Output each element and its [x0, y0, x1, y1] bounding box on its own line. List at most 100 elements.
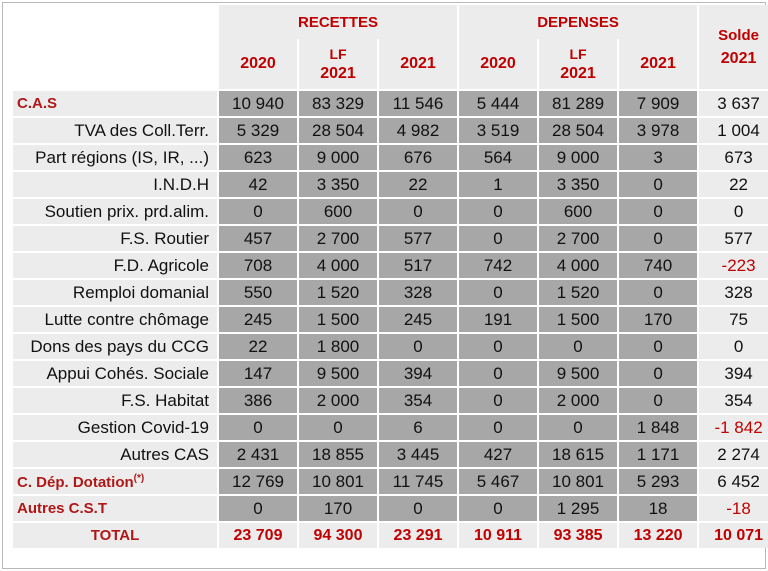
value-cell: 0 [617, 332, 699, 360]
solde-cell: 10 071 [697, 521, 768, 548]
value-cell: 81 289 [537, 89, 619, 117]
table-row: Gestion Covid-19 0 0 6 0 0 1 848 -1 842 [13, 413, 768, 441]
value-cell: 564 [457, 143, 539, 171]
value-cell: 5 467 [457, 467, 539, 495]
value-cell: 517 [376, 251, 459, 279]
value-cell: 83 329 [297, 89, 378, 117]
value-cell: 742 [457, 251, 539, 279]
solde-cell: 0 [697, 332, 768, 360]
value-cell: 0 [457, 413, 539, 441]
row-label-text: C.A.S [17, 95, 58, 112]
value-cell: 1 520 [297, 278, 378, 306]
table-row: TVA des Coll.Terr. 5 329 28 504 4 982 3 519 2… [13, 116, 768, 144]
table-row: Lutte contre chômage 245 1 500 245 191 1 500 1… [13, 305, 768, 333]
solde-cell: 6 452 [697, 467, 768, 495]
value-cell: 4 000 [537, 251, 619, 279]
value-cell: 245 [217, 305, 298, 333]
value-cell: 2 000 [297, 386, 378, 414]
table-row: C. Dép. Dotation(*) 12 769 10 801 11 745 5 4… [13, 467, 768, 495]
value-cell: 1 171 [617, 440, 699, 468]
value-cell: 354 [376, 386, 459, 414]
lf-year: 2021 [320, 64, 356, 82]
value-cell: 0 [617, 278, 699, 306]
solde-cell: 328 [697, 278, 768, 306]
table-row: Appui Cohés. Sociale 147 9 500 394 0 9 500 0 39… [13, 359, 768, 387]
table-row: Remploi domanial 550 1 520 328 0 1 520 0 328 [13, 278, 768, 306]
value-cell: 0 [457, 494, 539, 522]
depenses-header: DEPENSES [457, 5, 699, 39]
value-cell: 0 [457, 224, 539, 252]
header-row-years: 2020 LF 2021 2021 2020 LF 2021 2021 [13, 39, 768, 90]
value-cell: 3 [617, 143, 699, 171]
solde-cell: 354 [697, 386, 768, 414]
lf-year: 2021 [560, 64, 596, 82]
solde-cell: -18 [697, 494, 768, 522]
budget-table: RECETTES DEPENSES Solde 2021 2020 LF 202… [13, 5, 768, 548]
value-cell: 0 [217, 494, 298, 522]
value-cell: 328 [376, 278, 459, 306]
table-row: I.N.D.H 42 3 350 22 1 3 350 0 22 [13, 170, 768, 198]
value-cell: 3 350 [537, 170, 619, 198]
value-cell: 1 500 [537, 305, 619, 333]
value-cell: 394 [376, 359, 459, 387]
row-label: F.S. Routier [13, 224, 218, 252]
row-label: Dons des pays du CCG [13, 332, 218, 360]
value-cell: 18 855 [297, 440, 378, 468]
row-label-text: Lutte contre chômage [44, 309, 209, 329]
value-cell: 12 769 [217, 467, 298, 495]
year-header: 2020 [457, 39, 539, 90]
value-cell: 10 940 [217, 89, 298, 117]
year-header: 2021 [376, 39, 459, 90]
value-cell: 0 [217, 413, 298, 441]
value-cell: 7 909 [617, 89, 699, 117]
row-label: Gestion Covid-19 [13, 413, 218, 441]
value-cell: 2 700 [537, 224, 619, 252]
value-cell: 1 500 [297, 305, 378, 333]
value-cell: 0 [457, 278, 539, 306]
value-cell: 0 [617, 197, 699, 225]
solde-cell: 75 [697, 305, 768, 333]
row-label-text: F.S. Habitat [121, 390, 209, 410]
row-label: TVA des Coll.Terr. [13, 116, 218, 144]
value-cell: 4 982 [376, 116, 459, 144]
header-row-groups: RECETTES DEPENSES Solde 2021 [13, 5, 768, 90]
table-row: Dons des pays du CCG 22 1 800 0 0 0 0 0 [13, 332, 768, 360]
year-header: 2020 [217, 39, 298, 90]
year-header: 2021 [617, 39, 699, 90]
year-header-lf: LF 2021 [537, 39, 619, 90]
row-label-text: TVA des Coll.Terr. [74, 120, 209, 140]
solde-cell: 0 [697, 197, 768, 225]
value-cell: 0 [537, 332, 619, 360]
value-cell: 0 [617, 170, 699, 198]
value-cell: 3 519 [457, 116, 539, 144]
row-label: I.N.D.H [13, 170, 218, 198]
value-cell: 0 [376, 197, 459, 225]
solde-year: 2021 [720, 49, 757, 67]
row-label-text: Remploi domanial [72, 282, 209, 302]
row-label: Lutte contre chômage [13, 305, 218, 333]
solde-header: Solde 2021 [697, 5, 768, 90]
value-cell: 577 [376, 224, 459, 252]
value-cell: 2 431 [217, 440, 298, 468]
row-label: Remploi domanial [13, 278, 218, 306]
value-cell: 0 [297, 413, 378, 441]
value-cell: 1 295 [537, 494, 619, 522]
value-cell: 600 [297, 197, 378, 225]
value-cell: 0 [376, 494, 459, 522]
value-cell: 1 848 [617, 413, 699, 441]
row-label: F.D. Agricole [13, 251, 218, 279]
value-cell: 0 [617, 386, 699, 414]
value-cell: 0 [376, 332, 459, 360]
solde-cell: 394 [697, 359, 768, 387]
value-cell: 708 [217, 251, 298, 279]
row-label-text: Autres CAS [120, 444, 209, 464]
value-cell: 550 [217, 278, 298, 306]
value-cell: 6 [376, 413, 459, 441]
value-cell: 170 [297, 494, 378, 522]
table-row: Autres C.S.T 0 170 0 0 1 295 18 -18 [13, 494, 768, 522]
value-cell: 5 329 [217, 116, 298, 144]
value-cell: 623 [217, 143, 298, 171]
table-body: C.A.S 10 940 83 329 11 546 5 444 81 289 7 909 3… [13, 89, 768, 548]
value-cell: 740 [617, 251, 699, 279]
